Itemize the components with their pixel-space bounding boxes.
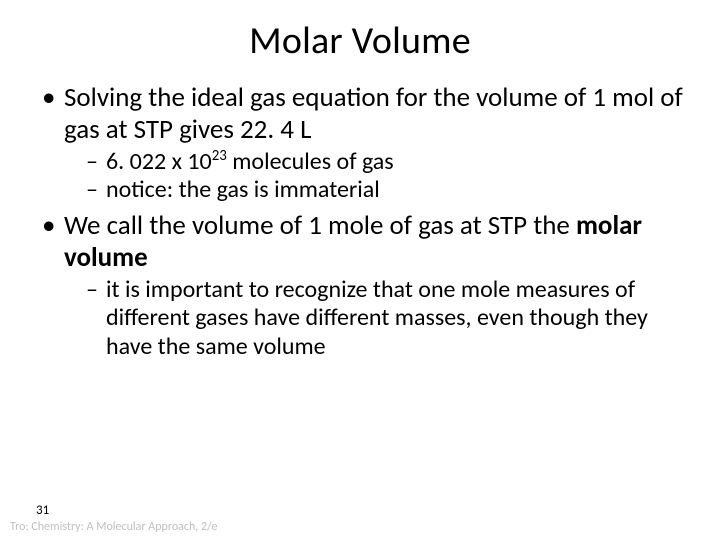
footer-citation: Tro: Chemistry: A Molecular Approach, 2/… [10,521,217,534]
bullet-list-level1: Solving the ideal gas equation for the v… [36,82,684,361]
bullet-1-sub-1-sup: 23 [212,146,227,164]
bullet-1-sub-1-post: molecules of gas [227,147,394,176]
bullet-2-sub-1: it is important to recognize that one mo… [86,276,684,361]
bullet-1-sub-1-pre: 6. 022 x 10 [106,147,212,176]
bullet-1-sublist: 6. 022 x 1023 molecules of gas notice: t… [64,148,684,205]
bullet-2-pre: We call the volume of 1 mole of gas at S… [64,209,576,242]
slide-title: Molar Volume [36,18,684,64]
bullet-1-sub-2: notice: the gas is immaterial [86,176,684,204]
bullet-2: We call the volume of 1 mole of gas at S… [36,210,684,361]
bullet-1-sub-1: 6. 022 x 1023 molecules of gas [86,148,684,176]
bullet-2-sub-1-text: it is important to recognize that one mo… [106,275,648,361]
bullet-2-sublist: it is important to recognize that one mo… [64,276,684,361]
bullet-1: Solving the ideal gas equation for the v… [36,82,684,204]
bullet-1-text: Solving the ideal gas equation for the v… [64,81,683,146]
page-number: 31 [36,503,49,518]
bullet-1-sub-2-text: notice: the gas is immaterial [106,175,380,204]
